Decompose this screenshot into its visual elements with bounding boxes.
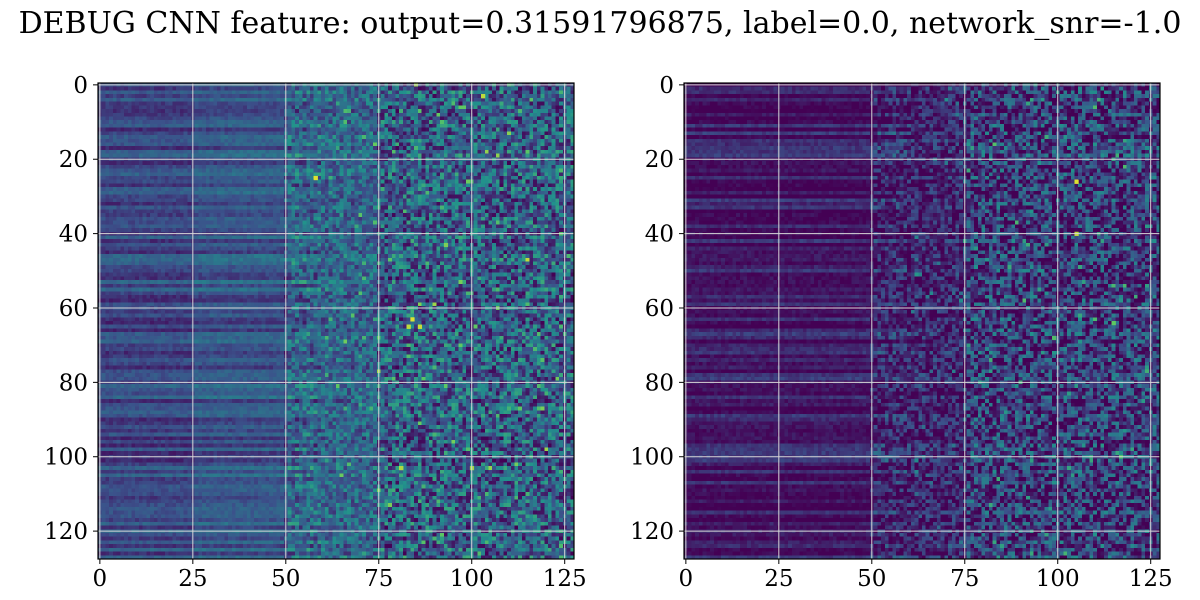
x-tick-label: 50 bbox=[857, 566, 886, 592]
heatmap-image bbox=[684, 83, 1160, 559]
y-tick-label: 20 bbox=[59, 147, 88, 173]
hotspot-cell-0 bbox=[313, 175, 318, 181]
y-tick-label: 80 bbox=[645, 370, 674, 396]
x-tick-label: 0 bbox=[93, 566, 108, 592]
heatmap-image bbox=[98, 83, 574, 559]
x-tick-label: 100 bbox=[1036, 566, 1080, 592]
x-tick-label: 75 bbox=[364, 566, 393, 592]
hotspot-cell-5 bbox=[399, 466, 404, 471]
figure-title: DEBUG CNN feature: output=0.31591796875,… bbox=[18, 6, 1182, 41]
y-tick-label: 40 bbox=[645, 222, 674, 248]
hotspot-cell-4 bbox=[481, 94, 486, 99]
y-tick-label: 60 bbox=[645, 296, 674, 322]
y-tick-label: 0 bbox=[659, 73, 674, 99]
axes-frame bbox=[97, 82, 575, 560]
x-tick-label: 100 bbox=[450, 566, 494, 592]
y-tick-label: 100 bbox=[44, 445, 88, 471]
y-tick-label: 40 bbox=[59, 222, 88, 248]
axes-frame bbox=[683, 82, 1161, 560]
y-tick-label: 60 bbox=[59, 296, 88, 322]
x-tick-label: 125 bbox=[543, 566, 587, 592]
y-tick-label: 100 bbox=[630, 445, 674, 471]
heatmap-panel-2: 0 25 50 75 100 125 0 20 40 60 80 100 120 bbox=[630, 73, 1173, 592]
hotspot-cell-2 bbox=[417, 324, 423, 329]
x-tick-label: 50 bbox=[271, 566, 300, 592]
hotspot-cell-2 bbox=[1111, 321, 1116, 326]
y-tick-label: 0 bbox=[73, 73, 88, 99]
y-tick-label: 20 bbox=[645, 147, 674, 173]
x-tick-label: 25 bbox=[764, 566, 793, 592]
hotspot-cell-3 bbox=[406, 324, 411, 329]
x-tick-label: 0 bbox=[679, 566, 694, 592]
hotspot-cell-1 bbox=[410, 317, 415, 322]
x-tick-label: 25 bbox=[178, 566, 207, 592]
heatmap-panel-1: 0 25 50 75 100 125 0 20 40 60 80 100 120 bbox=[44, 73, 587, 592]
y-tick-label: 120 bbox=[44, 519, 88, 545]
x-tick-label: 75 bbox=[950, 566, 979, 592]
y-tick-label: 80 bbox=[59, 370, 88, 396]
hotspot-cell-7 bbox=[443, 242, 449, 248]
hotspot-cell-3 bbox=[1052, 335, 1057, 341]
x-tick-label: 125 bbox=[1129, 566, 1173, 592]
y-tick-label: 120 bbox=[630, 519, 674, 545]
hotspot-cell-0 bbox=[1074, 179, 1079, 184]
